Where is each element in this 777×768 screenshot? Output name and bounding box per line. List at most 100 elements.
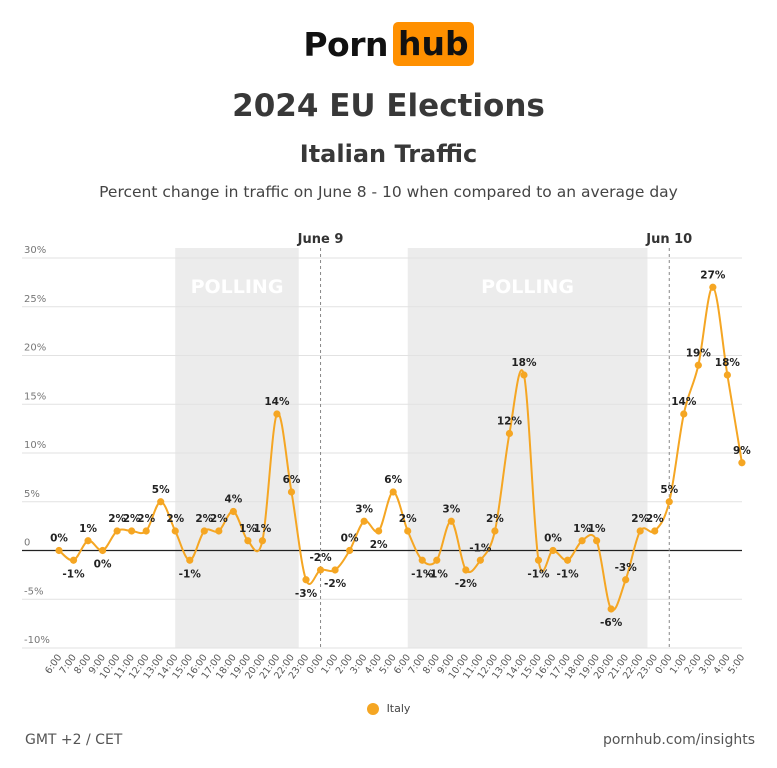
data-label: 2%: [123, 513, 141, 525]
data-point: [128, 527, 136, 535]
data-point: [694, 361, 702, 369]
data-label: 1%: [588, 523, 606, 535]
data-label: -1%: [179, 568, 202, 580]
brand-logo: Porn hub: [0, 22, 777, 66]
y-tick-label: 25%: [24, 294, 46, 305]
data-point: [229, 507, 237, 516]
y-tick-label: 5%: [24, 489, 40, 500]
timezone-note: GMT +2 / CET: [25, 732, 123, 748]
legend-marker: [366, 702, 379, 715]
chart-title: 2024 EU Elections: [232, 88, 545, 124]
data-label: 2%: [646, 513, 664, 525]
data-point: [593, 537, 601, 545]
data-point: [186, 556, 194, 564]
data-label: 0%: [50, 533, 68, 545]
data-label: -3%: [295, 588, 318, 600]
data-label: 1%: [254, 523, 272, 535]
y-tick-label: -5%: [24, 586, 43, 597]
data-point: [709, 283, 717, 291]
legend-label: Italy: [386, 702, 411, 715]
data-point: [346, 546, 354, 555]
data-point: [215, 527, 223, 535]
source-url[interactable]: pornhub.com/insights: [602, 732, 755, 748]
chart-legend: Italy: [0, 702, 777, 715]
data-label: -6%: [600, 617, 623, 629]
data-point: [171, 527, 179, 535]
data-label: 2%: [195, 513, 213, 525]
data-point: [142, 527, 150, 535]
x-tick-label: 5:00: [726, 652, 747, 676]
data-point: [491, 527, 499, 535]
data-point: [258, 537, 267, 545]
data-label: 2%: [108, 513, 126, 525]
data-label: 3%: [442, 503, 460, 515]
data-point: [273, 410, 281, 418]
data-point: [549, 546, 557, 555]
data-label: 1%: [573, 523, 591, 535]
data-point: [476, 556, 484, 564]
data-label: 2%: [399, 513, 417, 525]
data-point: [302, 576, 310, 584]
data-point: [607, 605, 615, 613]
data-point: [316, 566, 325, 574]
data-label: -1%: [469, 542, 492, 554]
data-label: -1%: [411, 568, 434, 580]
data-point: [244, 537, 252, 545]
data-point: [113, 527, 121, 535]
data-label: 2%: [137, 513, 155, 525]
data-label: 5%: [660, 484, 678, 496]
data-point: [418, 556, 426, 564]
day-marker-label: June 9: [297, 232, 344, 247]
data-point: [563, 556, 572, 564]
data-label: 18%: [511, 357, 537, 369]
logo-text-left: Porn: [303, 24, 388, 64]
data-point: [375, 527, 383, 535]
data-point: [287, 488, 296, 496]
chart-description: Percent change in traffic on June 8 - 10…: [99, 183, 678, 201]
y-tick-label: 20%: [24, 343, 46, 354]
data-label: -1%: [62, 568, 85, 580]
data-label: -1%: [527, 568, 550, 580]
chart-subtitle: Italian Traffic: [299, 140, 478, 168]
data-point: [505, 429, 514, 438]
data-label: 0%: [341, 533, 359, 545]
data-point: [520, 371, 528, 379]
data-point: [578, 537, 586, 545]
data-label: -2%: [324, 578, 347, 590]
data-label: 2%: [370, 539, 388, 551]
data-point: [447, 517, 455, 525]
data-point: [723, 371, 731, 379]
logo-text-right: hub: [393, 22, 474, 66]
data-point: [331, 566, 339, 574]
data-label: 2%: [166, 513, 184, 525]
polling-label: POLLING: [191, 276, 284, 298]
line-chart: POLLING POLLING 30% 25% 20% 15% 10% 5% 0 -5% -10% J…: [22, 232, 751, 681]
data-label: 12%: [497, 416, 523, 428]
data-label: 1%: [239, 523, 257, 535]
data-label: 18%: [715, 357, 741, 369]
data-point: [462, 566, 470, 574]
data-label: 0%: [544, 533, 562, 545]
data-label: 14%: [264, 396, 290, 408]
data-label: 2%: [631, 513, 649, 525]
data-label: -1%: [426, 568, 449, 580]
data-point: [389, 488, 397, 496]
data-label: 4%: [224, 494, 242, 506]
data-label: 3%: [355, 503, 373, 515]
polling-label: POLLING: [481, 276, 574, 298]
y-tick-label: 15%: [24, 391, 46, 402]
data-label: 1%: [79, 523, 97, 535]
data-point: [55, 546, 63, 555]
data-label: 0%: [94, 559, 112, 571]
y-tick-label: 10%: [24, 440, 46, 451]
data-label: 5%: [152, 484, 170, 496]
data-point: [360, 517, 368, 525]
data-point: [84, 537, 92, 545]
data-label: 2%: [486, 513, 504, 525]
data-label: -3%: [615, 562, 638, 574]
data-label: -1%: [556, 568, 579, 580]
data-point: [404, 527, 412, 535]
data-label: 2%: [210, 513, 228, 525]
data-point: [738, 459, 746, 467]
y-tick-label: -10%: [24, 635, 50, 646]
